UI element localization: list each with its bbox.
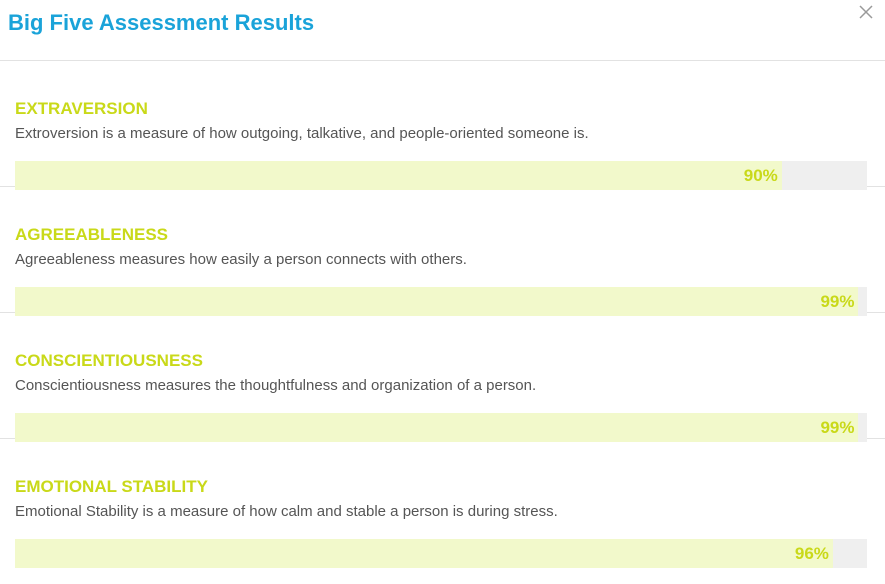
score-bar-track: 99%	[15, 413, 867, 442]
trait-section-emotional-stability: EMOTIONAL STABILITY Emotional Stability …	[0, 439, 885, 568]
score-percent: 99%	[820, 292, 855, 311]
score-bar-fill: 96%	[15, 539, 833, 568]
trait-section-agreeableness: AGREEABLENESS Agreeableness measures how…	[0, 187, 885, 316]
trait-name: EMOTIONAL STABILITY	[15, 477, 208, 496]
score-bar-track: 90%	[15, 161, 867, 190]
trait-description: Extroversion is a measure of how outgoin…	[15, 125, 589, 142]
score-bar-fill: 99%	[15, 287, 859, 316]
score-bar-fill: 99%	[15, 413, 859, 442]
trait-name: AGREEABLENESS	[15, 225, 169, 244]
trait-name: CONSCIENTIOUSNESS	[15, 351, 203, 370]
score-percent: 99%	[820, 418, 855, 437]
close-icon[interactable]	[858, 4, 874, 20]
score-percent: 90%	[743, 166, 778, 185]
score-bar-track: 96%	[15, 539, 867, 568]
page-title: Big Five Assessment Results	[8, 10, 315, 35]
trait-section-extraversion: EXTRAVERSION Extroversion is a measure o…	[0, 61, 885, 190]
trait-description: Emotional Stability is a measure of how …	[15, 503, 558, 520]
score-percent: 96%	[794, 544, 829, 563]
trait-description: Agreeableness measures how easily a pers…	[15, 251, 467, 268]
trait-name: EXTRAVERSION	[15, 99, 148, 118]
score-bar-fill: 90%	[15, 161, 782, 190]
trait-section-conscientiousness: CONSCIENTIOUSNESS Conscientiousness meas…	[0, 313, 885, 442]
trait-description: Conscientiousness measures the thoughtfu…	[15, 377, 537, 394]
score-bar-track: 99%	[15, 287, 867, 316]
modal-header: Big Five Assessment Results	[0, 0, 885, 61]
